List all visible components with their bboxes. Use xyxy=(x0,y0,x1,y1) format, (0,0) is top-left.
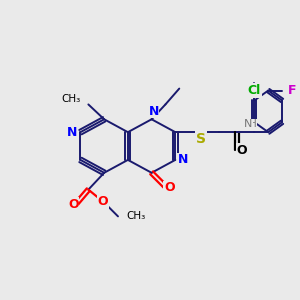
Text: N: N xyxy=(178,153,188,167)
Text: S: S xyxy=(196,132,206,146)
Text: CH₃: CH₃ xyxy=(126,212,145,221)
Text: O: O xyxy=(98,195,109,208)
Text: O: O xyxy=(68,198,79,211)
Text: O: O xyxy=(164,181,175,194)
Text: CH₃: CH₃ xyxy=(61,94,80,104)
Text: Cl: Cl xyxy=(248,84,261,97)
Text: N: N xyxy=(244,119,253,129)
Text: F: F xyxy=(288,84,296,97)
Text: N: N xyxy=(68,126,78,139)
Text: N: N xyxy=(148,105,159,118)
Text: H: H xyxy=(248,119,256,129)
Text: O: O xyxy=(236,143,247,157)
